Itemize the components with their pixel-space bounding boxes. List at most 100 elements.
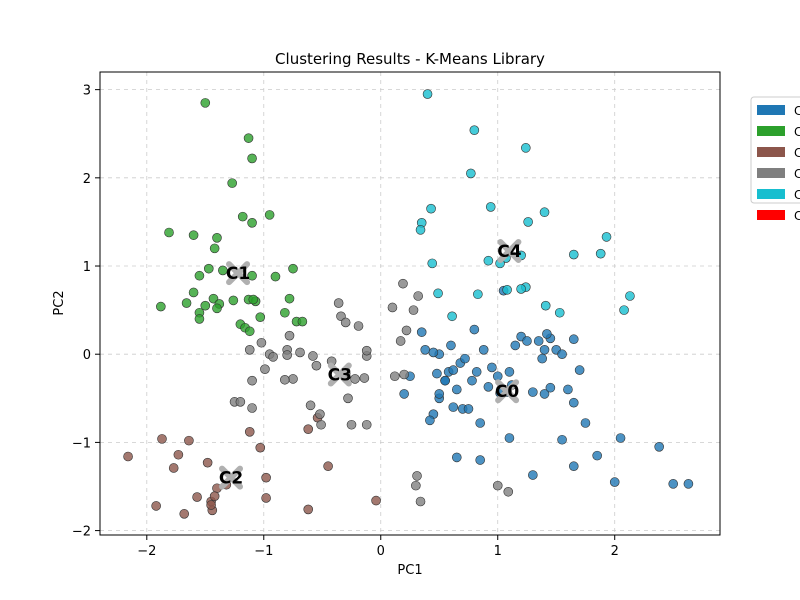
cluster-0-point bbox=[568, 461, 579, 472]
cluster-4-point bbox=[601, 232, 612, 242]
cluster-3-point bbox=[399, 369, 409, 380]
cluster-1-point bbox=[200, 98, 211, 108]
cluster-0-point bbox=[654, 442, 664, 452]
cluster-4-point bbox=[466, 168, 476, 179]
cluster-1-point bbox=[248, 294, 259, 305]
cluster-2-point bbox=[323, 461, 333, 472]
legend-swatch bbox=[757, 147, 785, 157]
cluster-4-point bbox=[447, 311, 457, 322]
cluster-0-point bbox=[432, 368, 442, 379]
cluster-0-point bbox=[504, 367, 515, 377]
cluster-3-point bbox=[295, 347, 305, 358]
centroid-c1: C1 bbox=[226, 261, 250, 286]
centroid-label: C0 bbox=[495, 382, 519, 402]
y-tick-label: −1 bbox=[72, 436, 91, 451]
cluster-3-point bbox=[244, 344, 255, 355]
legend-swatch bbox=[757, 189, 785, 199]
cluster-1-point bbox=[156, 301, 166, 312]
cluster-2-point bbox=[184, 435, 194, 446]
cluster-0-point bbox=[446, 340, 456, 351]
cluster-0-point bbox=[440, 375, 450, 386]
x-tick-label: 2 bbox=[611, 544, 619, 559]
centroid-c4: C4 bbox=[497, 239, 522, 264]
cluster-0-point bbox=[609, 477, 620, 487]
cluster-3-point bbox=[247, 375, 257, 386]
y-axis-label: PC2 bbox=[52, 290, 67, 315]
cluster-2-point bbox=[202, 457, 213, 468]
cluster-2-point bbox=[255, 442, 266, 453]
cluster-3-point bbox=[343, 393, 353, 404]
cluster-2-point bbox=[244, 427, 255, 437]
cluster-4-point bbox=[426, 203, 436, 214]
cluster-2-point bbox=[173, 449, 184, 460]
cluster-3-point bbox=[492, 480, 503, 491]
cluster-3-point bbox=[284, 330, 295, 341]
cluster-0-point bbox=[451, 452, 462, 463]
cluster-3-point bbox=[340, 317, 351, 328]
cluster-3-point bbox=[389, 371, 400, 382]
cluster-2-point bbox=[157, 434, 167, 444]
cluster-3-point bbox=[398, 278, 408, 289]
cluster-4-point bbox=[523, 217, 533, 227]
y-tick-label: −2 bbox=[72, 525, 91, 540]
cluster-0-point bbox=[487, 362, 497, 373]
cluster-1-point bbox=[200, 300, 211, 311]
cluster-0-point bbox=[580, 418, 591, 428]
cluster-1-point bbox=[264, 210, 275, 220]
cluster-0-point bbox=[471, 367, 482, 377]
centroid-c3: C3 bbox=[327, 362, 352, 387]
cluster-1-point bbox=[243, 133, 254, 143]
cluster-2-point bbox=[192, 492, 202, 502]
cluster-1-point bbox=[247, 218, 257, 228]
cluster-0-point bbox=[478, 344, 489, 355]
cluster-4-point bbox=[521, 143, 531, 153]
legend-label: C bbox=[794, 125, 800, 139]
centroid-label: C4 bbox=[497, 242, 521, 262]
cluster-4-point bbox=[485, 202, 496, 212]
centroid-x-marker bbox=[327, 362, 352, 387]
cluster-1-point bbox=[244, 326, 255, 337]
legend-label: C bbox=[794, 104, 800, 118]
cluster-0-point bbox=[463, 404, 474, 414]
cluster-3-point bbox=[415, 496, 426, 507]
cluster-1-point bbox=[181, 298, 192, 308]
cluster-0-point bbox=[683, 479, 694, 489]
cluster-0-point bbox=[475, 418, 485, 428]
cluster-4-point bbox=[415, 225, 426, 235]
cluster-0-point bbox=[545, 382, 556, 393]
cluster-3-point bbox=[311, 360, 322, 371]
cluster-4-point bbox=[502, 285, 512, 295]
centroid-c2: C2 bbox=[219, 465, 243, 490]
cluster-4-point bbox=[473, 289, 483, 300]
y-tick-label: 0 bbox=[83, 348, 91, 363]
x-tick-label: 1 bbox=[494, 544, 502, 559]
cluster-0-point bbox=[448, 365, 459, 375]
cluster-3-point bbox=[280, 374, 290, 385]
cluster-0-point bbox=[399, 389, 409, 399]
cluster-2-point bbox=[261, 472, 271, 483]
cluster-1-point bbox=[218, 265, 228, 276]
cluster-3-point bbox=[247, 403, 257, 413]
cluster-0-point bbox=[528, 470, 538, 480]
cluster-2-point bbox=[303, 504, 314, 515]
cluster-3-point bbox=[333, 298, 344, 308]
centroid-label: C1 bbox=[226, 264, 250, 284]
cluster-3-point bbox=[413, 291, 423, 301]
cluster-0-point bbox=[483, 382, 494, 392]
cluster-1-point bbox=[297, 316, 308, 327]
cluster-4-point bbox=[619, 305, 629, 315]
y-tick-label: 3 bbox=[83, 84, 91, 99]
cluster-3-point bbox=[256, 337, 267, 348]
legend-swatch bbox=[757, 168, 785, 178]
cluster-0-point bbox=[434, 389, 445, 399]
cluster-0-point bbox=[574, 365, 585, 375]
legend-label: C bbox=[794, 188, 800, 202]
cluster-3-point bbox=[408, 305, 419, 315]
cluster-2-point bbox=[371, 495, 381, 506]
cluster-4-point bbox=[516, 284, 526, 294]
cluster-4-point bbox=[568, 249, 579, 260]
cluster-0-point bbox=[467, 375, 477, 386]
cluster-0-point bbox=[533, 336, 544, 346]
